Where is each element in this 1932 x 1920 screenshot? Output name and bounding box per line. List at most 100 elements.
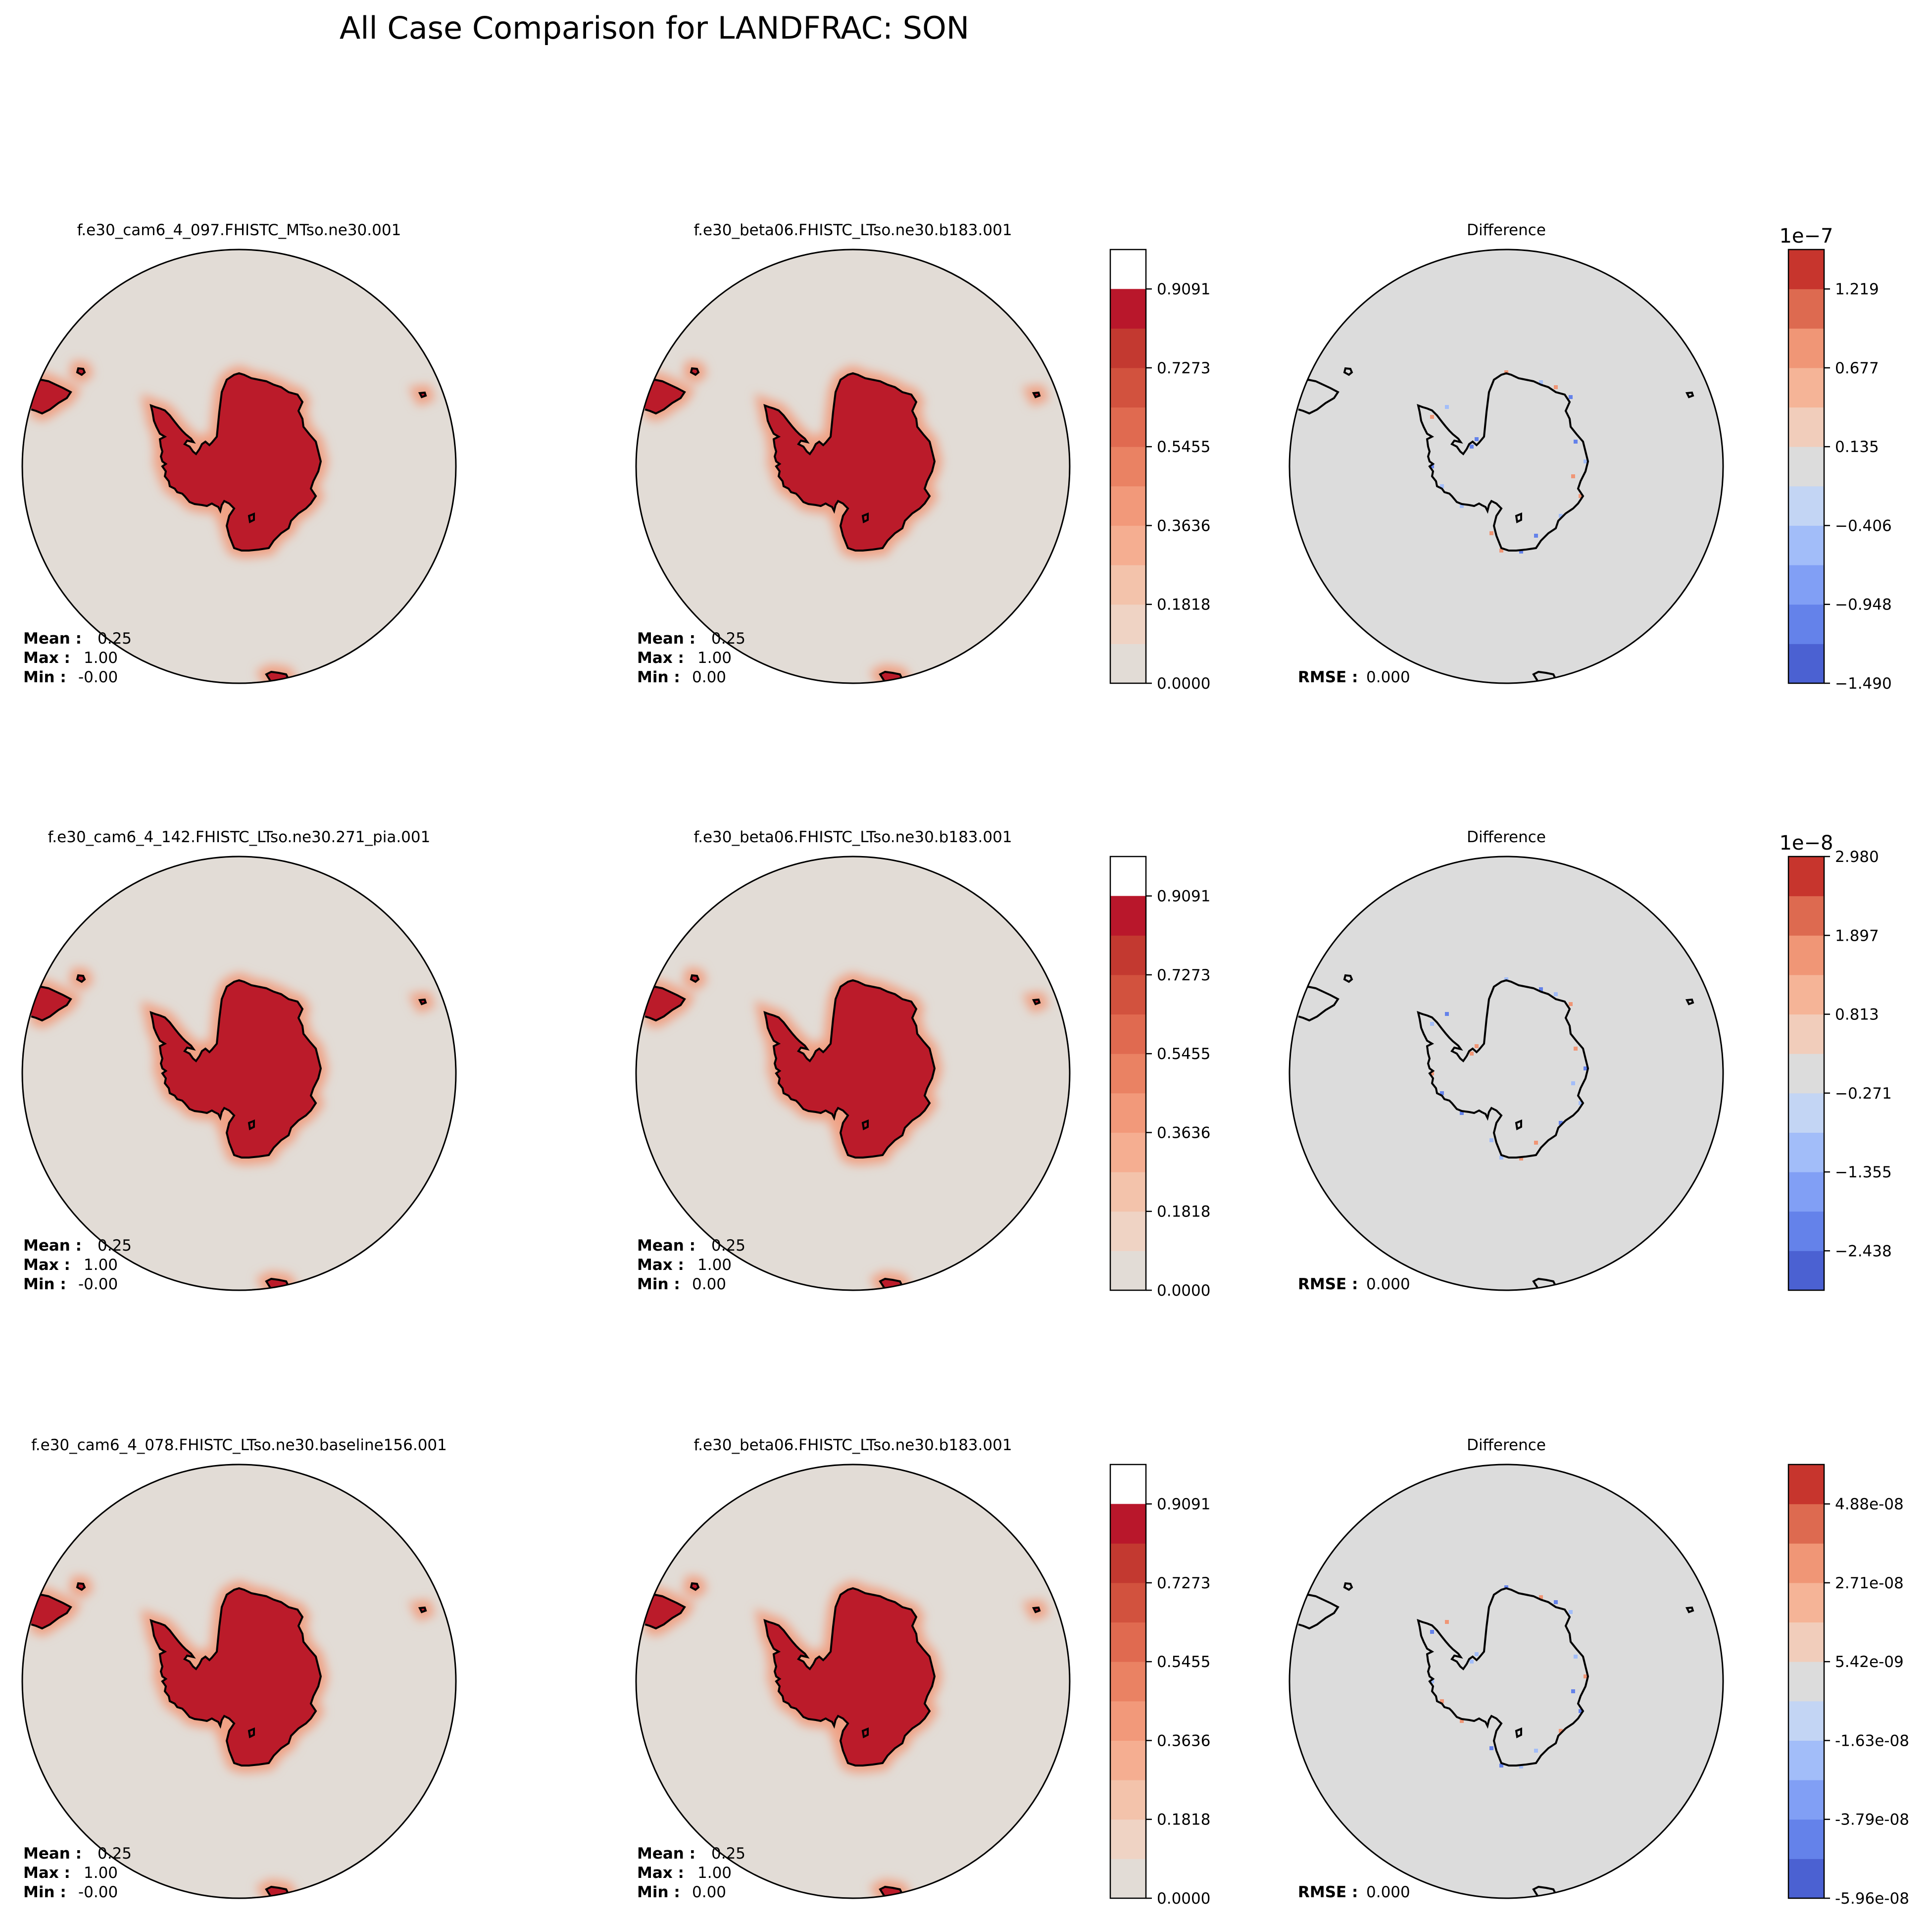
map-field xyxy=(21,249,457,684)
colorbar-band xyxy=(1110,407,1146,447)
map-boundary xyxy=(21,856,457,1291)
colorbar-band xyxy=(1788,935,1824,975)
colorbar-band xyxy=(1788,289,1824,329)
panel-grid: f.e30_cam6_4_097.FHISTC_MTso.ne30.001 f.e… xyxy=(21,221,1909,1908)
stat-value: -0.00 xyxy=(78,1275,118,1293)
difference-speckles xyxy=(1430,1585,1587,1768)
difference-cell xyxy=(1579,494,1583,498)
map-layer xyxy=(1297,974,1694,1290)
stat-value: 1.00 xyxy=(84,1864,118,1882)
colorbar-band xyxy=(1788,1662,1824,1702)
stat-value: 0.25 xyxy=(98,1845,132,1863)
difference-cell xyxy=(1539,380,1543,384)
stat-label: Min : xyxy=(637,1275,680,1293)
panel-row: f.e30_cam6_4_142.FHISTC_LTso.ne30.271_pi… xyxy=(21,828,1892,1300)
colorbar-tick-label: 0.3636 xyxy=(1157,1124,1210,1142)
case-panel-title: f.e30_cam6_4_078.FHISTC_LTso.ne30.baseli… xyxy=(31,1436,447,1454)
stat-value: 0.25 xyxy=(711,1845,745,1863)
colorbar-tick-label: 0.7273 xyxy=(1157,1574,1210,1592)
difference-cell xyxy=(1554,385,1558,389)
colorbar-band xyxy=(1788,447,1824,487)
colorbar-frame xyxy=(1787,1464,1825,1899)
colorbar-band xyxy=(1110,1859,1146,1899)
colorbar-band xyxy=(1788,896,1824,936)
colorbar-band xyxy=(1110,1780,1146,1820)
stat-label: Min : xyxy=(637,668,680,686)
map-background xyxy=(1289,1465,1723,1898)
stat-value: 1.00 xyxy=(697,649,732,667)
colorbar-band xyxy=(1788,1132,1824,1172)
difference-panel-title: Difference xyxy=(1467,221,1546,239)
colorbar-tick-label: 0.5455 xyxy=(1157,1653,1210,1671)
difference-cell xyxy=(1489,531,1493,535)
colorbar-tick-label: −0.948 xyxy=(1835,596,1892,614)
colorbar-band xyxy=(1788,644,1824,684)
colorbar-band xyxy=(1788,328,1824,368)
stat-value: -0.00 xyxy=(78,1883,118,1901)
rmse-label: RMSE : xyxy=(1298,1883,1358,1901)
colorbar-band xyxy=(1110,1819,1146,1859)
difference-cell xyxy=(1430,415,1434,419)
difference-cell xyxy=(1534,534,1538,538)
colorbar-band xyxy=(1110,525,1146,565)
rmse-value: 0.000 xyxy=(1366,668,1410,686)
colorbar-tick-label: −0.406 xyxy=(1835,517,1892,535)
map-background xyxy=(1289,857,1723,1290)
colorbar-band xyxy=(1788,974,1824,1015)
stat-label: Max : xyxy=(23,1256,70,1274)
difference-cell xyxy=(1489,1746,1493,1750)
difference-cell xyxy=(1460,1111,1464,1115)
stat-label: Mean : xyxy=(637,630,695,648)
colorbar-band xyxy=(1110,328,1146,368)
baseline-panel-title: f.e30_beta06.FHISTC_LTso.ne30.b183.001 xyxy=(694,828,1012,846)
stat-label: Max : xyxy=(637,1256,684,1274)
map-boundary xyxy=(635,1464,1071,1899)
colorbar-tick-label: 0.1818 xyxy=(1157,1203,1210,1221)
difference-panel-title: Difference xyxy=(1467,1436,1546,1454)
stat-value: 1.00 xyxy=(84,1256,118,1274)
difference-cell xyxy=(1475,1652,1479,1656)
stat-value: 0.25 xyxy=(98,630,132,648)
stats-block: Mean : 0.25 Max : 1.00 Min : -0.00 xyxy=(23,1845,132,1901)
stat-label: Max : xyxy=(23,649,70,667)
colorbar-frame xyxy=(1109,249,1147,684)
colorbar-tick-label: −0.271 xyxy=(1835,1085,1892,1103)
colorbar-tick-label: 0.0000 xyxy=(1157,675,1210,693)
colorbar-tick-label: 0.9091 xyxy=(1157,888,1210,906)
colorbar-tick-label: −1.490 xyxy=(1835,675,1892,693)
case-panel-title: f.e30_cam6_4_142.FHISTC_LTso.ne30.271_pi… xyxy=(48,828,431,846)
difference-cell xyxy=(1579,1709,1583,1713)
difference-cell xyxy=(1499,1156,1503,1160)
stat-label: Min : xyxy=(23,668,66,686)
difference-cell xyxy=(1445,1012,1449,1016)
panel-row: f.e30_cam6_4_078.FHISTC_LTso.ne30.baseli… xyxy=(21,1436,1909,1908)
field-colorbar: 0.0000 0.1818 0.3636 0.5455 0.7273 0.9091 xyxy=(1109,856,1210,1300)
difference-cell xyxy=(1571,1081,1575,1085)
difference-cell xyxy=(1559,1729,1563,1733)
colorbar-frame xyxy=(1787,856,1825,1291)
difference-cell xyxy=(1519,1157,1523,1161)
colorbar-band xyxy=(1110,289,1146,329)
colorbar-tick-label: 1.219 xyxy=(1835,281,1879,299)
stats-block: Mean : 0.25 Max : 1.00 Min : 0.00 xyxy=(637,1845,745,1901)
colorbar-band xyxy=(1788,525,1824,565)
colorbar-band xyxy=(1110,1740,1146,1780)
stat-label: Mean : xyxy=(637,1845,695,1863)
colorbar-band xyxy=(1788,1819,1824,1859)
colorbar-tick-label: 2.980 xyxy=(1835,848,1879,866)
colorbar-band xyxy=(1788,1622,1824,1662)
colorbar-band xyxy=(1110,604,1146,644)
colorbar-tick-label: 0.0000 xyxy=(1157,1282,1210,1300)
colorbar-tick-label: 0.813 xyxy=(1835,1006,1879,1024)
figure-title: All Case Comparison for LANDFRAC: SON xyxy=(340,10,969,46)
difference-colorbar: −1.490 −0.948 −0.406 0.135 0.677 1.219 xyxy=(1787,249,1892,693)
colorbar-band xyxy=(1788,565,1824,605)
colorbar-band xyxy=(1788,1093,1824,1133)
colorbar-tick-label: 0.5455 xyxy=(1157,1045,1210,1063)
colorbar-tick-label: 2.71e-08 xyxy=(1835,1574,1904,1592)
map-layer xyxy=(1297,367,1694,683)
rmse-value: 0.000 xyxy=(1366,1883,1410,1901)
colorbar-band xyxy=(1110,1622,1146,1662)
difference-cell xyxy=(1430,1022,1434,1026)
stats-block: Mean : 0.25 Max : 1.00 Min : -0.00 xyxy=(23,630,132,686)
